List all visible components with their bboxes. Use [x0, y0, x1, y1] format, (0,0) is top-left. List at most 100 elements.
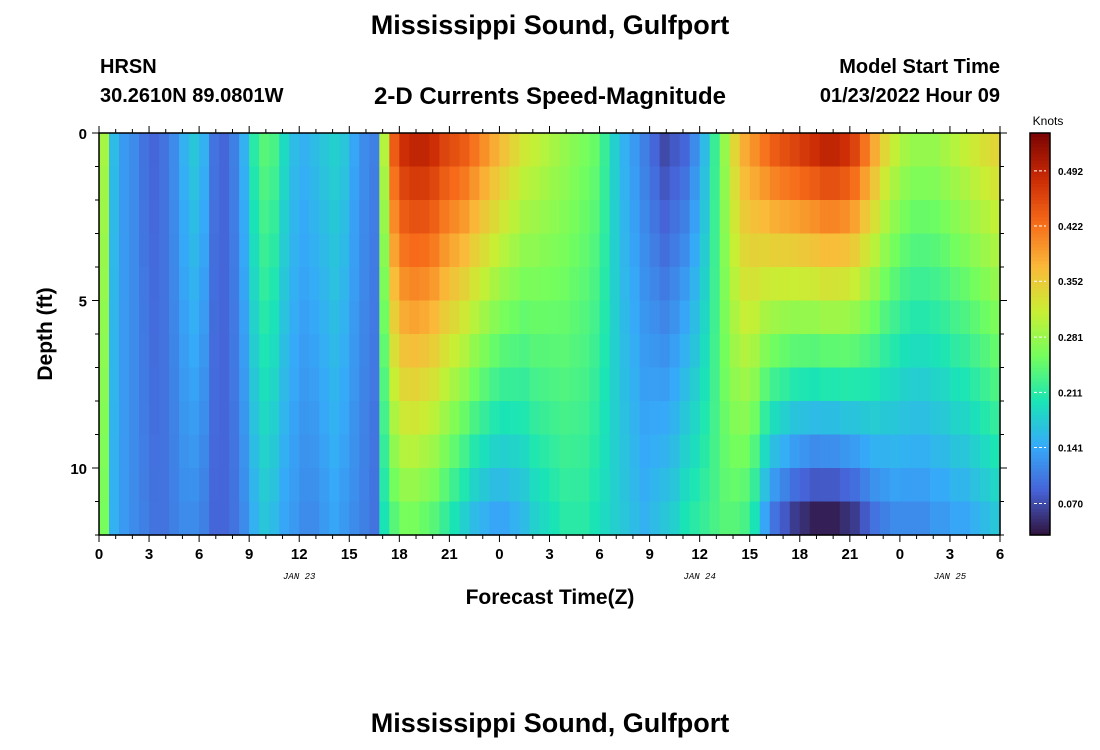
heatmap-cell [409, 334, 420, 369]
heatmap-cell [649, 300, 661, 335]
heatmap-cell [759, 200, 771, 235]
heatmap-cell [129, 501, 140, 536]
heatmap-cell [389, 468, 400, 503]
x-tick-label: 3 [946, 546, 954, 563]
heatmap-cell [269, 166, 280, 201]
heatmap-cell [249, 367, 260, 402]
heatmap-cell [739, 401, 751, 436]
colorbar-segment [1030, 478, 1050, 482]
heatmap-cell [519, 334, 531, 369]
heatmap-cell [769, 267, 781, 302]
heatmap-cell [139, 200, 150, 235]
heatmap-cell [199, 367, 210, 402]
heatmap-cell [919, 367, 931, 402]
heatmap-cell [639, 434, 651, 469]
heatmap-cell [449, 267, 460, 302]
colorbar-segment [1030, 303, 1050, 308]
heatmap-cell [239, 334, 250, 369]
heatmap-cell [859, 233, 871, 268]
heatmap-cell [99, 166, 110, 201]
heatmap-cell [659, 434, 671, 469]
heatmap-cell [299, 200, 310, 235]
colorbar-segment [1030, 310, 1050, 315]
heatmap-cell [149, 367, 160, 402]
heatmap-cell [569, 401, 581, 436]
heatmap-cell [679, 300, 691, 335]
heatmap-cell [289, 501, 300, 536]
heatmap-cell [419, 133, 430, 168]
heatmap-cell [739, 434, 751, 469]
heatmap-cell [879, 501, 891, 536]
heatmap-cells [99, 133, 1001, 536]
heatmap-cell [99, 334, 110, 369]
heatmap-cell [849, 367, 861, 402]
heatmap-cell [409, 200, 420, 235]
colorbar-tick-label: 0.281 [1058, 333, 1083, 344]
heatmap-cell [99, 401, 110, 436]
heatmap-cell [939, 334, 951, 369]
heatmap-cell [309, 200, 320, 235]
heatmap-cell [779, 501, 791, 536]
heatmap-cell [859, 334, 871, 369]
heatmap-cell [319, 233, 330, 268]
heatmap-cell [559, 233, 571, 268]
heatmap-cell [259, 300, 270, 335]
heatmap-cell [519, 367, 531, 402]
heatmap-cell [479, 434, 491, 469]
heatmap-cell [179, 233, 190, 268]
heatmap-cell [899, 200, 911, 235]
heatmap-cell [119, 233, 130, 268]
heatmap-cell [229, 501, 240, 536]
colorbar-segment [1030, 173, 1050, 178]
heatmap-cell [699, 334, 711, 369]
heatmap-cell [299, 166, 310, 201]
colorbar-segment [1030, 260, 1050, 265]
heatmap-cell [179, 133, 190, 168]
heatmap-cell [729, 267, 741, 302]
heatmap-cell [469, 300, 481, 335]
heatmap-cell [469, 501, 481, 536]
heatmap-cell [939, 233, 951, 268]
colorbar-segment [1030, 313, 1050, 318]
heatmap-cell [899, 233, 911, 268]
heatmap-cell [439, 233, 450, 268]
date-label: JAN 23 [283, 572, 316, 582]
station-id: HRSN [100, 56, 157, 78]
heatmap-cell [279, 300, 290, 335]
heatmap-cell [379, 166, 390, 201]
heatmap-cell [989, 267, 1001, 302]
colorbar-segment [1030, 210, 1050, 214]
heatmap-cell [349, 300, 360, 335]
heatmap-cell [759, 401, 771, 436]
heatmap-cell [949, 367, 961, 402]
heatmap-cell [839, 334, 851, 369]
heatmap-cell [379, 434, 390, 469]
heatmap-cell [429, 401, 440, 436]
heatmap-cell [889, 133, 901, 168]
heatmap-cell [869, 367, 881, 402]
heatmap-cell [789, 434, 801, 469]
x-tick-label: 6 [195, 546, 203, 563]
colorbar-segment [1030, 380, 1050, 385]
heatmap-cell [459, 334, 471, 369]
heatmap-cell [949, 133, 961, 168]
heatmap-cell [139, 334, 150, 369]
heatmap-cell [589, 367, 601, 402]
heatmap-cell [759, 166, 771, 201]
heatmap-cell [189, 501, 200, 536]
colorbar-segment [1030, 183, 1050, 188]
heatmap-cell [289, 166, 300, 201]
heatmap-cell [129, 334, 140, 369]
x-tick-label: 0 [896, 546, 904, 563]
heatmap-cell [359, 468, 370, 503]
heatmap-cell [869, 434, 881, 469]
heatmap-cell [559, 367, 571, 402]
heatmap-cell [209, 434, 220, 469]
heatmap-cell [199, 233, 210, 268]
heatmap-cell [549, 367, 561, 402]
heatmap-cell [879, 401, 891, 436]
heatmap-cell [549, 233, 561, 268]
heatmap-cell [719, 334, 731, 369]
heatmap-cell [569, 267, 581, 302]
heatmap-cell [679, 468, 691, 503]
